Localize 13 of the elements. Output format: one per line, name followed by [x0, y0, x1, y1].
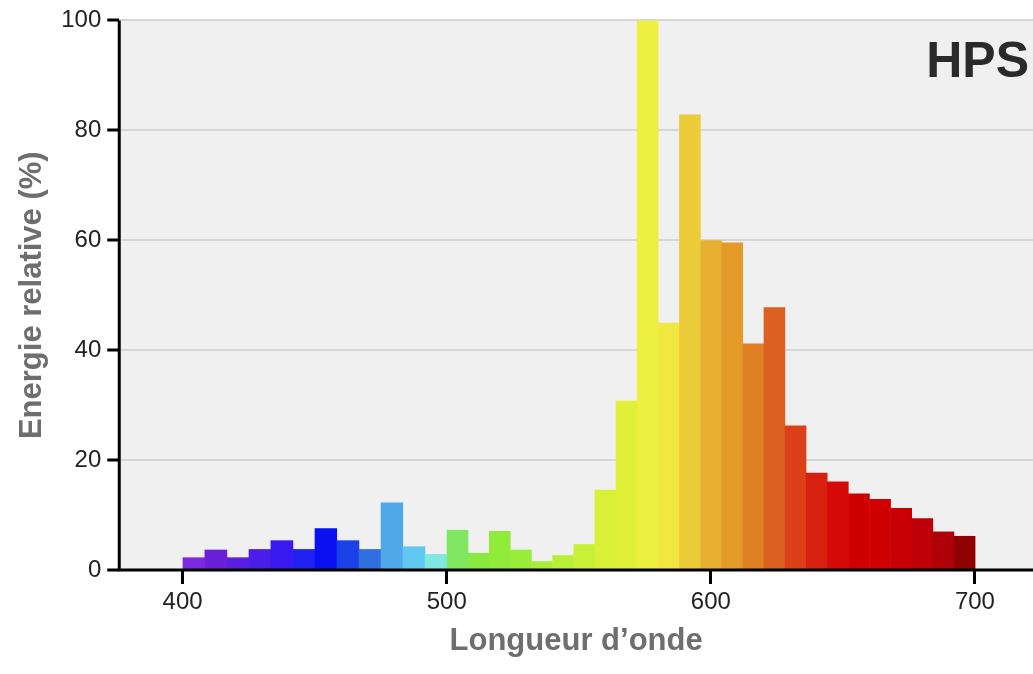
- x-tick-label: 400: [162, 587, 203, 615]
- y-tick-label: 0: [87, 554, 102, 582]
- y-tick-label: 60: [74, 224, 102, 252]
- x-tick-label: 700: [954, 587, 995, 615]
- chart-title: HPS: [926, 32, 1029, 89]
- x-tick-label: 500: [426, 587, 467, 615]
- x-tick-label: 600: [690, 587, 731, 615]
- x-axis-title: Longueur d’onde: [449, 621, 703, 657]
- y-tick-label: 100: [61, 5, 102, 33]
- y-tick-label: 40: [74, 334, 102, 362]
- y-tick-label: 20: [74, 444, 102, 472]
- y-tick-label: 80: [74, 114, 102, 142]
- y-axis-title: Energie relative (%): [13, 151, 49, 440]
